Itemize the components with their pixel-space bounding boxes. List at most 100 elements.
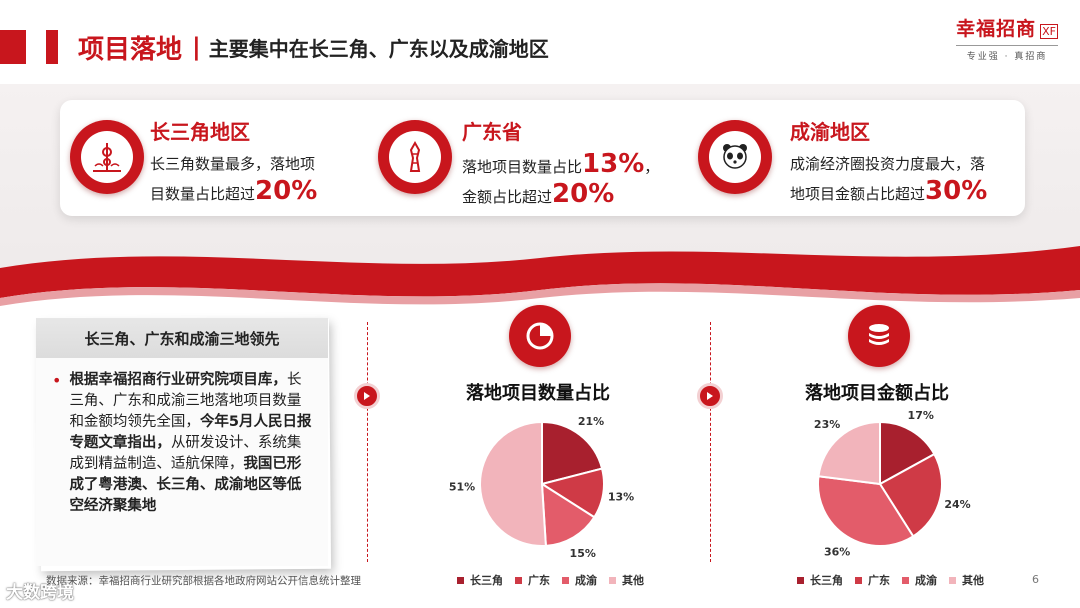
title-subtitle: 主要集中在长三角、广东以及成渝地区 (208, 36, 549, 61)
divider-line (710, 322, 711, 562)
region-description: 落地项目数量占比13%， 金额占比超过20% (462, 151, 659, 211)
legend-item: 其他 (609, 572, 644, 588)
legend-label: 成渝 (915, 574, 937, 587)
legend-swatch (797, 576, 804, 584)
region-desc-line: 地项目金额占比超过30% (790, 178, 987, 208)
legend-item: 成渝 (902, 572, 937, 588)
region-desc-text: 落地项目数量占比 (462, 158, 583, 176)
summary-card: 长三角、广东和成渝三地领先 • 根据幸福招商行业研究院项目库，长三角、广东和成渝… (36, 318, 328, 566)
legend-label: 长三角 (810, 574, 843, 587)
pie-slice-成渝 (817, 475, 915, 547)
summary-text-bold: 今年5月人民日报专题文章指出， (69, 414, 312, 451)
legend-item: 长三角 (457, 572, 503, 588)
title-separator: | (192, 33, 201, 61)
region-desc-line: 目数量占比超过20% (150, 178, 317, 208)
pie-slice-label: 17% (908, 409, 934, 422)
region-desc-line: 落地项目数量占比13%， (462, 151, 659, 181)
region-yangtze-delta: 长三角地区 长三角数量最多，落地项 目数量占比超过20% (60, 100, 380, 216)
canton-tower-icon (378, 120, 452, 194)
region-guangdong: 广东省 落地项目数量占比13%， 金额占比超过20% (378, 100, 698, 216)
legend-swatch (855, 576, 862, 584)
region-description: 长三角数量最多，落地项 目数量占比超过20% (150, 151, 317, 208)
pie-slice-label: 36% (824, 546, 850, 559)
highlight-percent: 30% (925, 176, 988, 206)
tower-skyline-icon (70, 120, 144, 194)
page-number: 6 (1032, 573, 1039, 586)
highlight-percent: 13% (582, 149, 645, 179)
panda-icon (698, 120, 772, 194)
title-main: 项目落地 (78, 34, 183, 65)
legend-label: 广东 (528, 574, 550, 587)
region-desc-line: 金额占比超过20% (462, 181, 659, 211)
summary-heading: 长三角、广东和成渝三地领先 (36, 318, 328, 358)
region-desc-text: 地项目金额占比超过 (790, 185, 926, 203)
legend-swatch (949, 576, 956, 584)
legend-item: 长三角 (797, 572, 843, 588)
pie-slice-其他 (479, 420, 547, 547)
summary-text-normal: 从研发设计、系统集成到精益制造、适航保障， (69, 435, 302, 472)
legend-label: 广东 (868, 574, 890, 587)
summary-body: • 根据幸福招商行业研究院项目库，长三角、广东和成渝三地落地项目数量和金额均领先… (36, 358, 328, 517)
pie-chart-quantity: 21% 13% 15% 51% (449, 415, 634, 560)
pie-slice-广东 (878, 452, 943, 538)
legend-label: 成渝 (575, 574, 597, 587)
pie-chart-icon (509, 305, 571, 367)
region-desc-line: 成渝经济圈投资力度最大，落 (790, 155, 986, 173)
data-source-note: 数据来源：幸福招商行业研究部根据各地政府网站公开信息统计整理 (46, 575, 361, 587)
region-description: 成渝经济圈投资力度最大，落 地项目金额占比超过30% (790, 151, 987, 208)
chart-legend: 长三角 广东 成渝 其他 (797, 572, 996, 588)
divider-line (367, 322, 368, 562)
pie-slice-其他 (817, 420, 881, 486)
legend-swatch (562, 576, 569, 584)
legend-item: 其他 (949, 572, 984, 588)
brand-mark: XF (1040, 24, 1058, 39)
pie-chart-amount: 17% 24% 36% 23% (814, 409, 971, 559)
watermark-logo: 大数跨境 (6, 583, 74, 603)
region-title: 长三角地区 (150, 120, 250, 144)
coin-stack-icon (848, 305, 910, 367)
summary-text-bold: 根据幸福招商行业研究院项目库， (69, 372, 287, 388)
region-desc-text: 目数量占比超过 (150, 185, 256, 203)
legend-label: 其他 (962, 574, 984, 587)
legend-item: 成渝 (562, 572, 597, 588)
pie-slice-label: 15% (570, 547, 596, 560)
highlight-percent: 20% (552, 179, 615, 209)
highlight-percent: 20% (255, 176, 318, 206)
pie-slice-长三角 (879, 420, 936, 486)
summary-text: 根据幸福招商行业研究院项目库，长三角、广东和成渝三地落地项目数量和金额均领先全国… (69, 370, 314, 517)
legend-swatch (609, 576, 616, 584)
pie-slice-成渝 (540, 482, 596, 547)
legend-label: 长三角 (470, 574, 503, 587)
pie-slice-label: 13% (608, 491, 634, 504)
pie-slice-长三角 (541, 420, 604, 486)
chart-legend: 长三角 广东 成渝 其他 (457, 572, 656, 588)
legend-label: 其他 (622, 574, 644, 587)
legend-swatch (515, 576, 522, 584)
brand-slogan: 专业强 · 真招商 (956, 45, 1058, 62)
page-title: 项目落地 | 主要集中在长三角、广东以及成渝地区 (78, 30, 549, 65)
region-desc-text: ， (644, 158, 660, 176)
header-accent-bar-small (46, 30, 58, 64)
region-desc-text: 金额占比超过 (462, 188, 553, 206)
bullet-icon: • (52, 371, 62, 390)
legend-swatch (902, 576, 909, 584)
summary-text-normal: 长三角、广东和成渝三地落地项目数量和金额均领先全国， (69, 372, 302, 430)
legend-swatch (457, 576, 464, 584)
region-chengdu-chongqing: 成渝地区 成渝经济圈投资力度最大，落 地项目金额占比超过30% (698, 100, 1025, 216)
summary-text-bold: 我国已形成了粤港澳、长三角、成渝地区等低空经济聚集地 (69, 456, 302, 514)
region-summary-card: 长三角地区 长三角数量最多，落地项 目数量占比超过20% 广东省 落地项目数量占… (60, 100, 1025, 216)
pie-slice-label: 51% (449, 481, 475, 494)
legend-item: 广东 (855, 572, 890, 588)
pie-slice-label: 21% (578, 415, 604, 428)
brand-logo: 幸福招商 XF 专业强 · 真招商 (956, 14, 1058, 62)
region-title: 广东省 (462, 120, 522, 144)
arrow-right-icon (697, 383, 723, 409)
header-accent-bar (0, 30, 26, 64)
pie-slice-label: 24% (944, 498, 970, 511)
region-title: 成渝地区 (790, 120, 870, 144)
brand-name: 幸福招商 (956, 18, 1037, 40)
legend-item: 广东 (515, 572, 550, 588)
pie-slice-label: 23% (814, 418, 840, 431)
chart-title: 落地项目金额占比 (805, 383, 949, 404)
region-desc-line: 长三角数量最多，落地项 (150, 155, 316, 173)
